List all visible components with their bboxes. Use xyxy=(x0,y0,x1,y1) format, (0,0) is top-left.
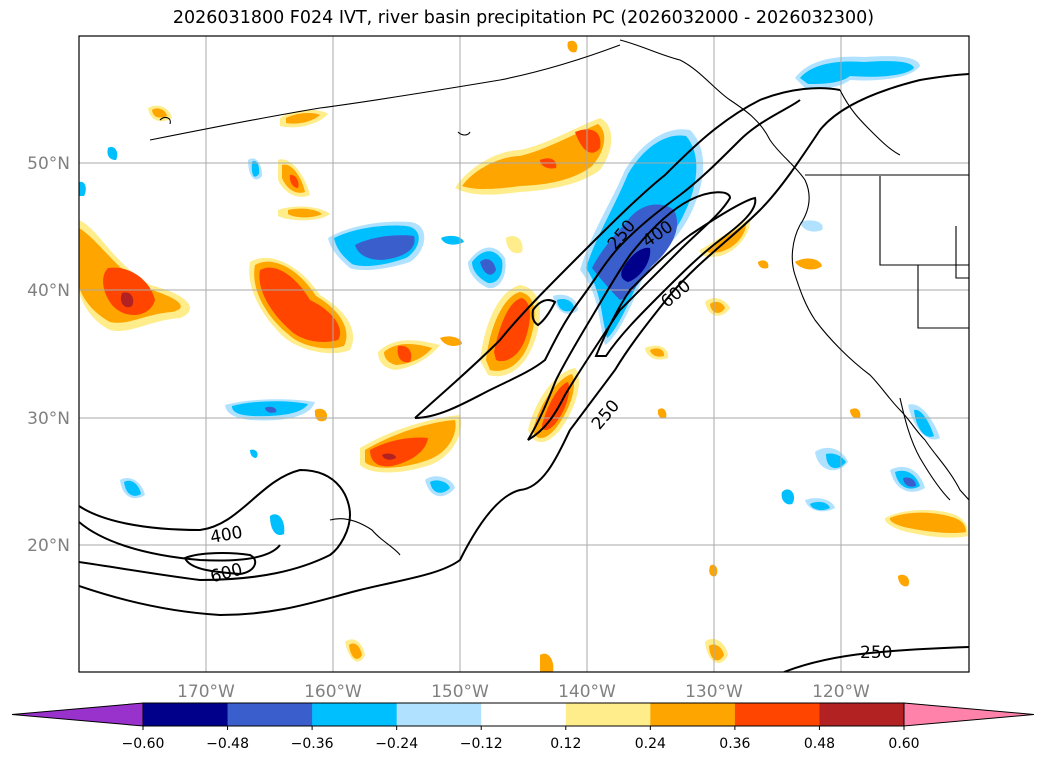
colorbar-tick-label: 0.48 xyxy=(804,736,835,752)
colorbar-extend-max xyxy=(903,702,1035,727)
lon-labels: 170°W 160°W 150°W 140°W 130°W 120°W xyxy=(177,682,870,702)
lon-label: 140°W xyxy=(558,682,616,702)
coastlines xyxy=(149,39,969,556)
colorbar-cell xyxy=(312,703,398,726)
colorbar-tick-label: 0.12 xyxy=(550,736,581,752)
colorbar-tick-label: 0.60 xyxy=(888,736,919,752)
lon-label: 150°W xyxy=(431,682,489,702)
precip-shading xyxy=(79,40,968,672)
colorbar-tick-label: −0.48 xyxy=(206,736,249,752)
colorbar-cell xyxy=(734,703,820,726)
colorbar-frame xyxy=(142,702,905,727)
colorbar-cell xyxy=(481,703,567,726)
lon-label: 160°W xyxy=(304,682,362,702)
colorbar-tick-label: −0.24 xyxy=(375,736,418,752)
colorbar-cell xyxy=(650,703,736,726)
colorbar-tick-label: −0.36 xyxy=(291,736,334,752)
colorbar-tick-label: 0.24 xyxy=(635,736,666,752)
lat-label: 40°N xyxy=(27,281,70,301)
ivt-contours xyxy=(79,73,969,672)
lat-label: 20°N xyxy=(27,536,70,556)
map-frame xyxy=(78,35,970,673)
colorbar-cell xyxy=(396,703,482,726)
lon-label: 170°W xyxy=(177,682,235,702)
contour-label: 250 xyxy=(860,643,892,663)
lat-label: 30°N xyxy=(27,409,70,429)
lon-label: 120°W xyxy=(812,682,870,702)
colorbar: −0.60 −0.48 −0.36 −0.24 −0.12 0.12 0.24 0.36 0.4… xyxy=(11,702,1035,752)
map-title: 2026031800 F024 IVT, river basin precipi… xyxy=(172,8,875,28)
colorbar-extend-min xyxy=(11,702,144,727)
colorbar-cell xyxy=(819,703,905,726)
colorbar-tick-label: 0.36 xyxy=(719,736,750,752)
colorbar-cell xyxy=(565,703,651,726)
gridlines xyxy=(79,36,969,672)
lat-label: 50°N xyxy=(27,154,70,174)
colorbar-tick-label: −0.12 xyxy=(460,736,503,752)
colorbar-tick-label: −0.60 xyxy=(122,736,165,752)
colorbar-cell xyxy=(143,703,229,726)
lon-label: 130°W xyxy=(685,682,743,702)
lat-labels: 50°N 40°N 30°N 20°N xyxy=(27,154,70,556)
colorbar-cell xyxy=(227,703,313,726)
